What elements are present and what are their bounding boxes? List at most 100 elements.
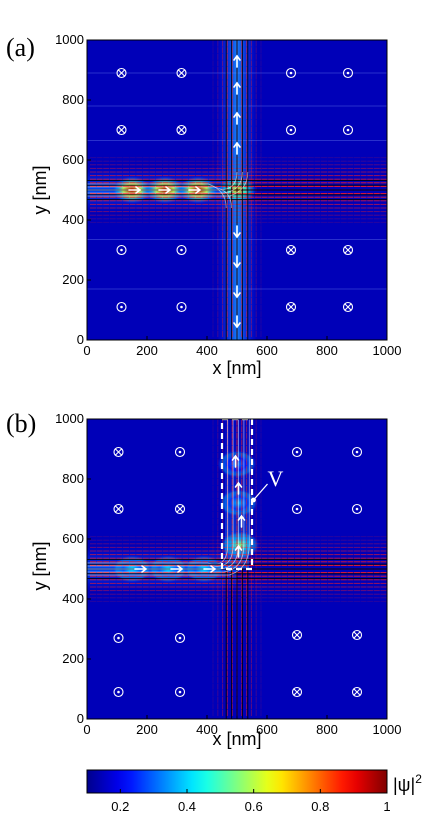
y-tick-label: 0 bbox=[77, 711, 84, 726]
symbol-cross bbox=[293, 631, 301, 639]
symbol-ring bbox=[285, 301, 297, 313]
x-tick-label: 0 bbox=[83, 343, 90, 358]
x-tick-label: 1000 bbox=[373, 722, 402, 737]
streamline bbox=[87, 171, 243, 194]
streamline bbox=[87, 171, 238, 191]
annotation-label: V bbox=[268, 466, 284, 491]
symbol-ring bbox=[285, 124, 297, 136]
symbol-dot bbox=[178, 690, 182, 694]
field-out-of-page-symbol bbox=[291, 503, 303, 515]
flow-arrow-down bbox=[233, 285, 241, 299]
flow-arrow-up bbox=[233, 141, 241, 155]
symbol-cross bbox=[115, 448, 122, 456]
panel-b-label: (b) bbox=[6, 409, 36, 438]
symbol-cross bbox=[344, 303, 352, 311]
flow-arrow-up bbox=[237, 514, 246, 528]
colorbar: 0.2 0.4 0.6 0.8 1 bbox=[86, 769, 391, 814]
streamline bbox=[87, 183, 227, 209]
field-into-page-symbol bbox=[351, 629, 363, 641]
symbol-dot bbox=[346, 128, 350, 132]
field-out-of-page-symbol bbox=[174, 446, 186, 458]
symbol-cross bbox=[287, 303, 295, 311]
field-out-of-page-symbol bbox=[342, 124, 354, 136]
symbol-ring bbox=[351, 503, 363, 515]
x-tick-label: 600 bbox=[256, 343, 278, 358]
flow-arrow-up bbox=[233, 111, 241, 125]
symbol-cross bbox=[115, 505, 122, 513]
symbol-ring bbox=[351, 629, 363, 641]
flow-arrow-up bbox=[234, 544, 243, 558]
wave-lobe bbox=[220, 531, 260, 559]
field-out-of-page-symbol bbox=[174, 632, 186, 644]
symbol-cross bbox=[178, 69, 185, 77]
field-into-page-symbol bbox=[291, 686, 303, 698]
symbol-dot bbox=[120, 305, 123, 309]
y-tick-label: 600 bbox=[62, 531, 84, 546]
heatmap-field bbox=[87, 419, 387, 719]
y-tick-label: 1000 bbox=[55, 411, 84, 426]
symbol-dot bbox=[346, 71, 350, 75]
y-tick-label: 200 bbox=[62, 651, 84, 666]
flow-arrow-right bbox=[170, 565, 184, 573]
symbol-cross bbox=[287, 246, 295, 254]
heatmap-field bbox=[87, 40, 387, 340]
symbol-ring bbox=[291, 446, 303, 458]
symbol-ring bbox=[174, 503, 186, 515]
symbol-ring bbox=[113, 446, 124, 458]
y-tick-label: 200 bbox=[62, 272, 84, 287]
symbol-ring bbox=[342, 67, 354, 79]
symbol-ring bbox=[285, 67, 297, 79]
flow-arrow-right bbox=[158, 186, 172, 194]
symbol-cross bbox=[344, 246, 352, 254]
symbol-ring bbox=[342, 124, 354, 136]
colorbar-label-main: |ψ| bbox=[393, 775, 415, 795]
field-into-page-symbol bbox=[176, 67, 187, 79]
symbol-ring bbox=[116, 301, 127, 313]
symbol-cross bbox=[353, 688, 361, 696]
field-out-of-page-symbol bbox=[342, 67, 354, 79]
symbol-ring bbox=[113, 686, 124, 698]
field-out-of-page-symbol bbox=[116, 244, 127, 256]
symbol-cross bbox=[118, 126, 125, 134]
flow-arrow-up bbox=[233, 54, 241, 68]
flow-arrow-right bbox=[188, 186, 202, 194]
symbol-dot bbox=[355, 507, 359, 511]
field-into-page-symbol bbox=[174, 503, 186, 515]
symbol-ring bbox=[291, 503, 303, 515]
symbol-dot bbox=[178, 450, 182, 454]
y-tick-label: 800 bbox=[62, 471, 84, 486]
x-tick-label: 1000 bbox=[373, 343, 402, 358]
field-out-of-page-symbol bbox=[113, 632, 124, 644]
y-tick-label: 600 bbox=[62, 152, 84, 167]
panel-b-ticks: 0 200 400 600 800 1000 0 200 400 600 800 1000 bbox=[55, 411, 401, 737]
field-out-of-page-symbol bbox=[285, 124, 297, 136]
symbol-ring bbox=[174, 686, 186, 698]
colorbar-label: |ψ|2 bbox=[393, 772, 422, 795]
field-into-page-symbol bbox=[285, 244, 297, 256]
panel-a-plot-area bbox=[86, 39, 388, 341]
symbol-ring bbox=[174, 446, 186, 458]
symbol-ring bbox=[176, 244, 187, 256]
symbol-cross bbox=[293, 688, 301, 696]
field-out-of-page-symbol bbox=[351, 446, 363, 458]
panel-b-x-axis-label: x [nm] bbox=[212, 729, 261, 749]
colorbar-label-exponent: 2 bbox=[415, 772, 422, 786]
field-into-page-symbol bbox=[176, 124, 187, 136]
symbol-cross bbox=[178, 126, 185, 134]
symbol-dot bbox=[289, 128, 293, 132]
symbol-cross bbox=[118, 69, 125, 77]
symbol-dot bbox=[178, 636, 182, 640]
symbol-ring bbox=[174, 632, 186, 644]
streamline bbox=[87, 419, 245, 573]
symbol-ring bbox=[176, 301, 187, 313]
flow-arrow-right bbox=[134, 565, 148, 573]
symbol-ring bbox=[342, 244, 354, 256]
y-tick-label: 0 bbox=[77, 332, 84, 347]
symbol-dot bbox=[180, 248, 183, 252]
field-into-page-symbol bbox=[113, 446, 124, 458]
field-out-of-page-symbol bbox=[176, 301, 187, 313]
annotation-leader bbox=[253, 483, 268, 501]
colorbar-tick-label: 0.8 bbox=[311, 799, 329, 814]
panel-a-y-axis-label: y [nm] bbox=[30, 165, 50, 214]
field-out-of-page-symbol bbox=[116, 301, 127, 313]
